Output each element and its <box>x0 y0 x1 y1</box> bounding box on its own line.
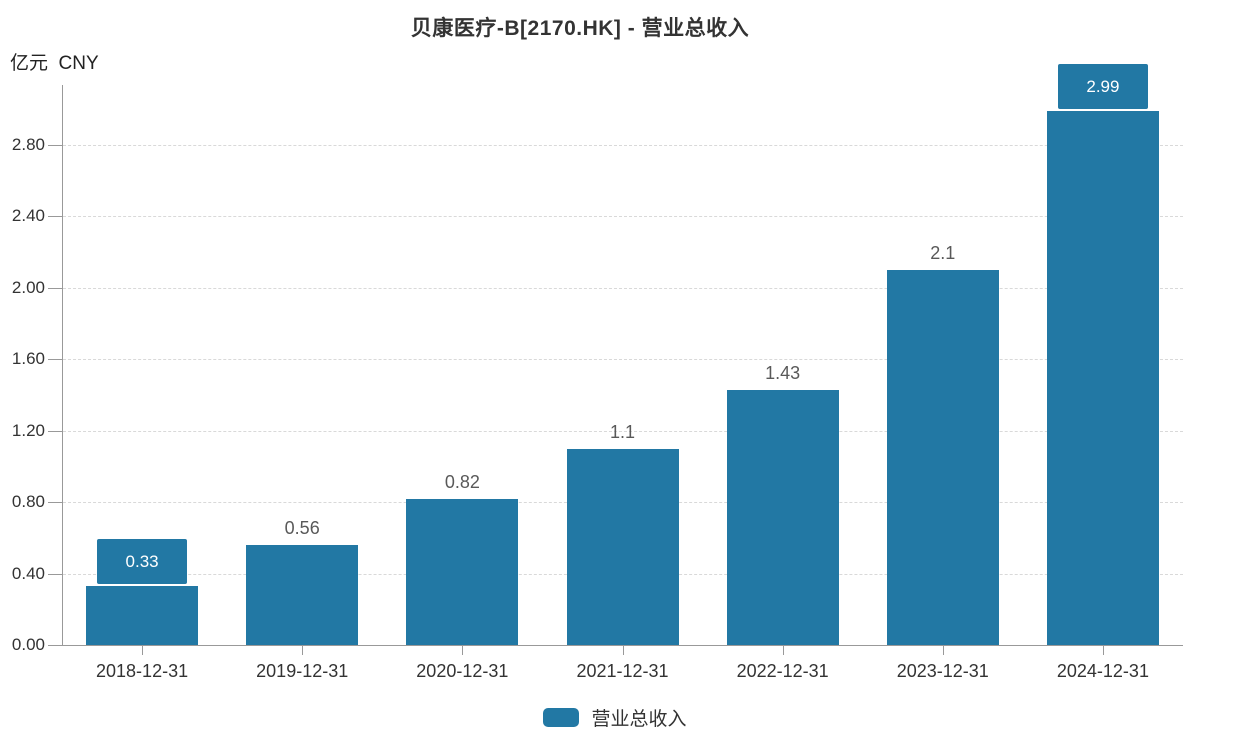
legend-swatch[interactable] <box>543 707 580 727</box>
bar-2018-12-31[interactable] <box>86 586 199 645</box>
y-axis-tick <box>48 430 62 432</box>
bar-2023-12-31[interactable] <box>886 270 999 645</box>
value-label: 1.1 <box>609 421 636 442</box>
y-axis-tick <box>48 573 62 575</box>
x-axis-tick-label: 2023-12-31 <box>896 661 989 681</box>
y-axis-tick <box>48 216 62 218</box>
y-axis-tick-label: 0.80 <box>11 492 45 512</box>
x-axis-tick <box>462 646 464 655</box>
y-axis-tick <box>48 145 62 146</box>
legend: 营业总收入 <box>0 704 1230 730</box>
y-axis-tick-label: 2.80 <box>11 135 45 154</box>
y-axis-tick-label: 2.00 <box>11 277 45 297</box>
bar-2019-12-31[interactable] <box>246 545 359 645</box>
x-axis-tick-label: 2019-12-31 <box>256 661 349 681</box>
y-axis-tick-label: 1.60 <box>11 349 45 369</box>
bar-2024-12-31[interactable] <box>1046 111 1159 645</box>
y-axis-tick-label: 0.00 <box>11 635 45 654</box>
value-label: 0.56 <box>284 518 320 538</box>
y-axis-tick-label: 0.40 <box>11 563 45 583</box>
x-axis-tick-label: 2024-12-31 <box>1056 661 1149 681</box>
value-tag: 0.33 <box>97 539 188 585</box>
y-axis-tick <box>48 645 62 646</box>
gridline <box>63 216 1183 218</box>
value-tag: 2.99 <box>1057 64 1148 110</box>
value-label: 1.43 <box>765 362 801 383</box>
y-axis-tick <box>48 287 62 289</box>
value-label: 0.82 <box>444 471 480 492</box>
x-axis-tick-label: 2018-12-31 <box>96 661 189 681</box>
x-axis-tick-label: 2020-12-31 <box>416 661 509 681</box>
x-axis-tick <box>782 646 784 655</box>
gridline <box>63 359 1183 361</box>
gridline <box>63 287 1183 289</box>
x-axis-tick <box>1102 646 1104 655</box>
x-axis-tick <box>942 646 944 655</box>
y-axis-tick <box>48 359 62 361</box>
y-axis-unit-label: 亿元 CNY <box>10 53 99 74</box>
gridline <box>63 430 1183 432</box>
value-label: 2.1 <box>930 243 956 263</box>
bar-2022-12-31[interactable] <box>726 389 839 645</box>
y-axis-tick-label: 1.20 <box>11 420 45 440</box>
y-axis-tick-label: 2.40 <box>11 206 45 226</box>
y-axis-tick <box>48 502 62 504</box>
bar-2020-12-31[interactable] <box>406 498 519 645</box>
y-axis-line <box>62 85 63 645</box>
chart-title: 贝康医疗-B[2170.HK] - 营业总收入 <box>410 17 750 40</box>
x-axis-tick <box>142 646 144 655</box>
legend-label[interactable]: 营业总收入 <box>591 708 687 730</box>
bar-2021-12-31[interactable] <box>566 448 679 645</box>
x-axis-tick-label: 2021-12-31 <box>576 661 669 681</box>
x-axis-tick <box>302 646 304 655</box>
x-axis-tick <box>622 646 624 655</box>
x-axis-line <box>62 645 1183 646</box>
x-axis-tick-label: 2022-12-31 <box>736 661 829 681</box>
gridline <box>63 145 1183 146</box>
